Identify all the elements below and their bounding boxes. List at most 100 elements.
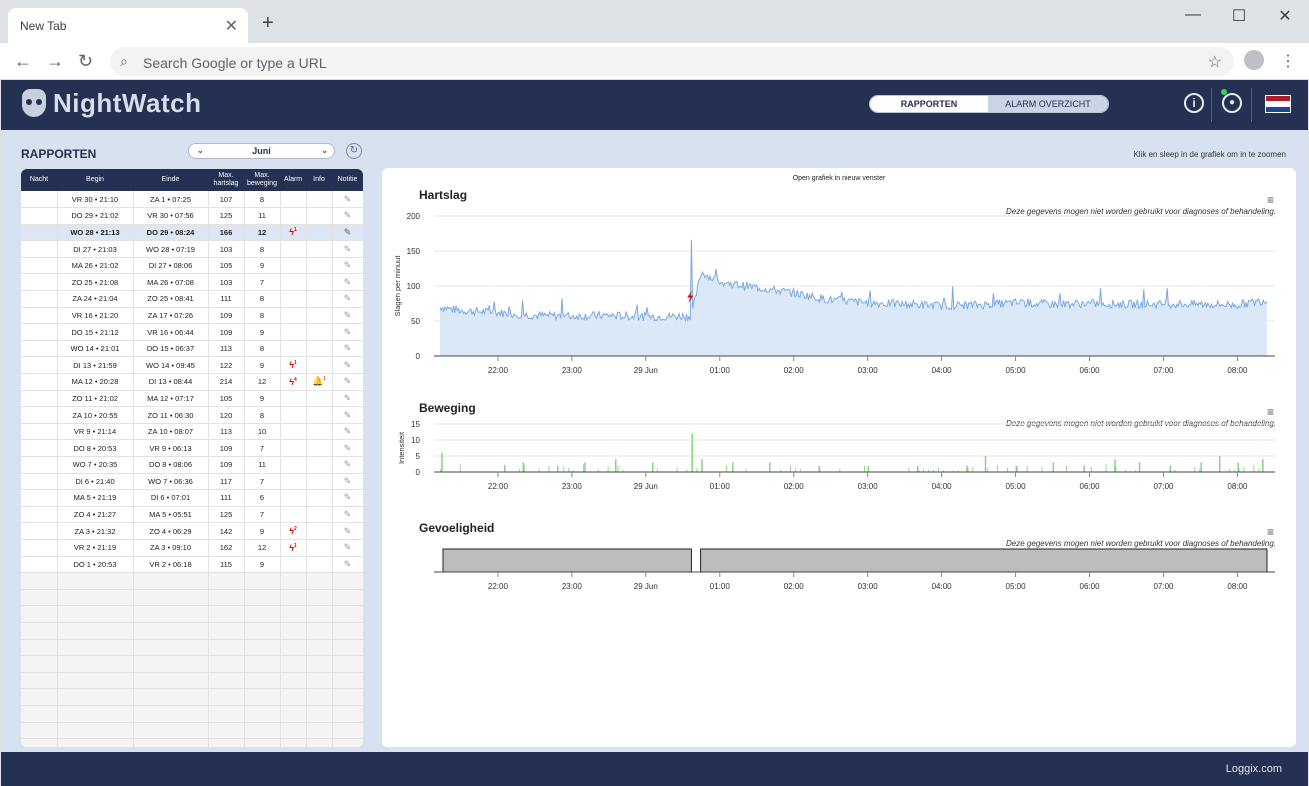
table-row[interactable]: ZO 4 • 21:27 MA 5 • 05:51 125 7 ✎ <box>21 506 363 524</box>
pencil-icon[interactable]: ✎ <box>343 293 352 304</box>
movement-chart[interactable]: 0 5 10 15 Intensiteit 22:00 23:00 29 Jun 01:00 02… <box>382 420 1296 502</box>
table-row[interactable]: DI 13 • 21:59 WO 14 • 09:45 122 9 ϟ1 ✎ <box>21 356 363 375</box>
pencil-icon[interactable]: ✎ <box>343 459 352 470</box>
table-row[interactable]: DO 1 • 20:53 VR 2 • 06:18 115 9 ✎ <box>21 556 363 574</box>
alarm-bolt-marker[interactable] <box>687 290 694 304</box>
mv-bar <box>984 456 987 472</box>
table-row[interactable]: DI 6 • 21:40 WO 7 • 06:36 117 7 ✎ <box>21 473 363 491</box>
pencil-icon[interactable]: ✎ <box>343 409 352 420</box>
tab-close-icon[interactable]: ✕ <box>224 18 238 35</box>
chevron-down-icon: ⌄ <box>197 146 204 155</box>
pencil-icon[interactable]: ✎ <box>343 359 352 370</box>
month-select[interactable]: ⌄ Juni ⌄ <box>188 143 335 159</box>
pencil-icon[interactable]: ✎ <box>343 542 352 553</box>
night-cell <box>21 323 58 341</box>
pencil-icon[interactable]: ✎ <box>343 392 352 403</box>
table-row[interactable]: ZO 25 • 21:08 MA 26 • 07:08 103 7 ✎ <box>21 273 363 292</box>
pencil-icon[interactable]: ✎ <box>343 442 352 453</box>
alarm-bolt-icon[interactable]: ϟ2 <box>289 526 297 536</box>
hr-cell: 113 <box>208 423 245 441</box>
pencil-icon[interactable]: ✎ <box>343 226 352 237</box>
pencil-icon[interactable]: ✎ <box>343 276 352 287</box>
alarm-bolt-icon[interactable]: ϟ1 <box>289 543 297 553</box>
alarm-bolt-icon[interactable]: ϟ4 <box>289 377 297 387</box>
pencil-icon[interactable]: ✎ <box>343 210 352 221</box>
begin-cell: MA 26 • 21:02 <box>57 257 134 275</box>
table-row[interactable]: DI 27 • 21:03 WO 28 • 07:19 103 8 ✎ <box>21 240 363 258</box>
hr-x-tick-label: 05:00 <box>1006 366 1027 375</box>
pencil-icon[interactable]: ✎ <box>343 509 352 520</box>
profile-avatar-icon[interactable] <box>1244 50 1264 70</box>
table-row[interactable]: VR 16 • 21:20 ZA 17 • 07:26 109 8 ✎ <box>21 307 363 325</box>
pencil-icon[interactable]: ✎ <box>343 376 352 387</box>
table-row[interactable]: MA 26 • 21:02 DI 27 • 08:06 105 9 ✎ <box>21 257 363 275</box>
tab-alarm-overzicht[interactable]: ALARM OVERZICHT <box>988 96 1108 112</box>
table-row[interactable]: MA 12 • 20:28 DI 13 • 08:44 214 12 ϟ4 🔔1 ✎ <box>21 373 363 391</box>
open-chart-link[interactable]: Open grafiek in nieuw venster <box>792 175 886 182</box>
sensitivity-chart[interactable]: 22:00 23:00 29 Jun 01:00 02:00 03:00 04:00 05:0… <box>382 540 1296 602</box>
new-tab-icon[interactable]: + <box>262 12 274 34</box>
table-row[interactable]: WO 28 • 21:13 DO 29 • 08:24 166 12 ϟ1 ✎ <box>21 224 363 242</box>
table-row[interactable]: MA 5 • 21:19 DI 6 • 07:01 111 6 ✎ <box>21 489 363 507</box>
mv-x-tick-label: 08:00 <box>1227 482 1248 491</box>
table-row[interactable]: DO 15 • 21:12 VR 16 • 06:44 109 9 ✎ <box>21 323 363 341</box>
mv-cell: 7 <box>244 273 281 292</box>
pencil-icon[interactable]: ✎ <box>343 326 352 337</box>
pencil-icon[interactable]: ✎ <box>343 475 352 486</box>
table-row[interactable]: DO 8 • 20:53 VR 9 • 06:13 109 7 ✎ <box>21 439 363 457</box>
sensitivity-menu-icon[interactable]: ≡ <box>1266 525 1274 539</box>
footer-brand[interactable]: Loggix.com <box>1225 763 1282 775</box>
alarm-bolt-icon[interactable]: ϟ1 <box>289 227 297 237</box>
minimize-icon[interactable]: — <box>1185 6 1201 23</box>
table-row[interactable]: ZA 24 • 21:04 ZO 25 • 08:41 111 8 ✎ <box>21 290 363 308</box>
table-row[interactable]: WO 14 • 21:01 DO 15 • 06:37 113 8 ✎ <box>21 340 363 358</box>
user-icon[interactable]: ● <box>1222 93 1242 113</box>
end-cell: DI 27 • 08:06 <box>133 257 209 275</box>
mv-bar-small <box>1105 464 1107 472</box>
tab-rapporten[interactable]: RAPPORTEN <box>870 96 988 112</box>
refresh-icon[interactable]: ↻ <box>346 143 362 159</box>
omnibox[interactable]: ⌕ Search Google or type a URL ☆ <box>110 47 1234 76</box>
maximize-icon[interactable]: ☐ <box>1231 8 1247 25</box>
pencil-icon[interactable]: ✎ <box>343 243 352 254</box>
dutch-flag-icon[interactable] <box>1265 95 1291 113</box>
pencil-icon[interactable]: ✎ <box>343 525 352 536</box>
table-row[interactable]: ZA 10 • 20:55 ZO 11 • 06:30 120 8 ✎ <box>21 406 363 424</box>
pencil-icon[interactable]: ✎ <box>343 426 352 437</box>
pencil-icon[interactable]: ✎ <box>343 260 352 271</box>
bell-icon[interactable]: 🔔1 <box>312 376 326 386</box>
movement-menu-icon[interactable]: ≡ <box>1266 405 1274 419</box>
alarm-bolt-icon[interactable]: ϟ1 <box>289 360 297 370</box>
heartrate-menu-icon[interactable]: ≡ <box>1266 193 1274 207</box>
hr-cell: 117 <box>208 473 245 491</box>
pencil-icon[interactable]: ✎ <box>343 343 352 354</box>
bookmark-star-icon[interactable]: ☆ <box>1207 54 1222 71</box>
table-row[interactable]: VR 2 • 21:19 ZA 3 • 09:10 162 12 ϟ1 ✎ <box>21 539 363 557</box>
pencil-icon[interactable]: ✎ <box>343 558 352 569</box>
info-icon[interactable]: i <box>1184 93 1204 113</box>
browser-menu-icon[interactable]: ⋮ <box>1280 53 1296 70</box>
table-row[interactable]: DO 29 • 21:02 VR 30 • 07:56 125 11 ✎ <box>21 207 363 225</box>
close-window-icon[interactable]: ✕ <box>1278 8 1292 25</box>
pencil-icon[interactable]: ✎ <box>343 309 352 320</box>
table-row[interactable]: VR 30 • 21:10 ZA 1 • 07:25 107 8 ✎ <box>21 191 363 209</box>
table-row[interactable]: WO 7 • 20:35 DO 8 • 08:06 109 11 ✎ <box>21 456 363 474</box>
empty-row <box>21 589 363 607</box>
table-row[interactable]: ZA 3 • 21:32 ZO 4 • 06:29 142 9 ϟ2 ✎ <box>21 522 363 540</box>
heartrate-chart[interactable]: 0 50 100 150 200 Slagen per minuut 22:00 23:00 2… <box>382 208 1296 383</box>
mv-bar-small <box>1238 468 1240 472</box>
night-cell <box>21 522 58 540</box>
mv-cell: 11 <box>244 456 281 474</box>
pencil-icon[interactable]: ✎ <box>343 193 352 204</box>
forward-icon[interactable]: → <box>46 51 64 71</box>
mv-bar-small <box>1090 466 1092 472</box>
browser-tab[interactable]: New Tab ✕ <box>8 8 248 43</box>
alarm-cell <box>280 323 307 341</box>
back-icon[interactable]: ← <box>14 51 32 71</box>
night-cell <box>21 340 58 358</box>
reload-icon[interactable]: ↻ <box>78 51 94 71</box>
mv-bar-small <box>997 465 999 472</box>
pencil-icon[interactable]: ✎ <box>343 492 352 503</box>
table-row[interactable]: ZO 11 • 21:02 MA 12 • 07:17 105 9 ✎ <box>21 390 363 408</box>
table-row[interactable]: VR 9 • 21:14 ZA 10 • 08:07 113 10 ✎ <box>21 423 363 441</box>
